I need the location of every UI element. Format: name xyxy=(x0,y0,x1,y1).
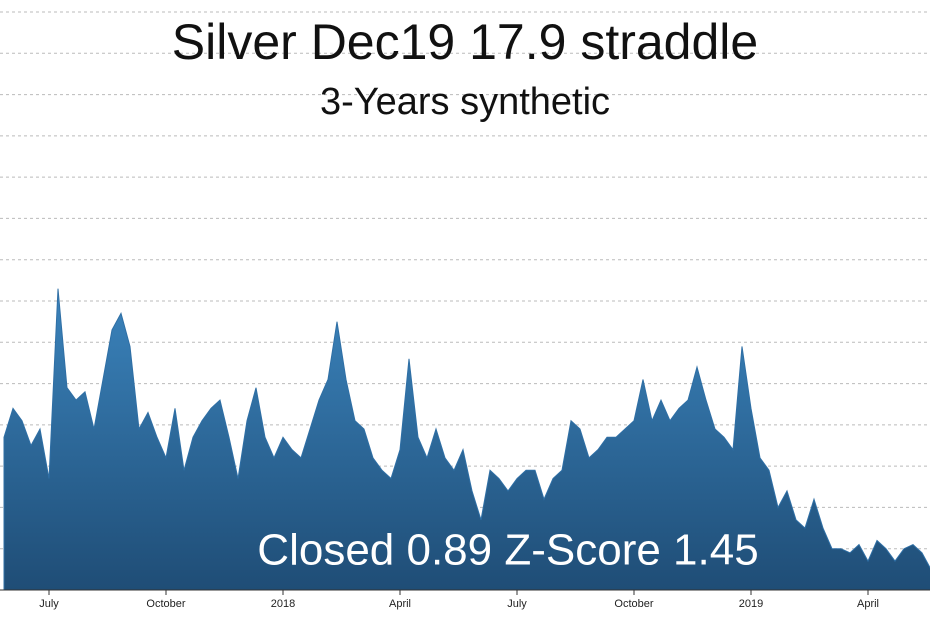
x-tick-label: October xyxy=(146,598,185,610)
x-tick-label: July xyxy=(507,598,527,610)
x-tick-label: April xyxy=(389,598,411,610)
x-tick-label: 2018 xyxy=(271,598,295,610)
x-tick-label: April xyxy=(857,598,879,610)
x-tick-label: 2019 xyxy=(739,598,763,610)
area xyxy=(3,288,930,591)
annotation: Closed 0.89 Z-Score 1.45 xyxy=(257,526,758,575)
chart-title: Silver Dec19 17.9 straddle xyxy=(172,14,758,70)
chart-subtitle: 3-Years synthetic xyxy=(320,81,610,123)
x-tick-label: October xyxy=(614,598,653,610)
x-tick-label: July xyxy=(39,598,59,610)
